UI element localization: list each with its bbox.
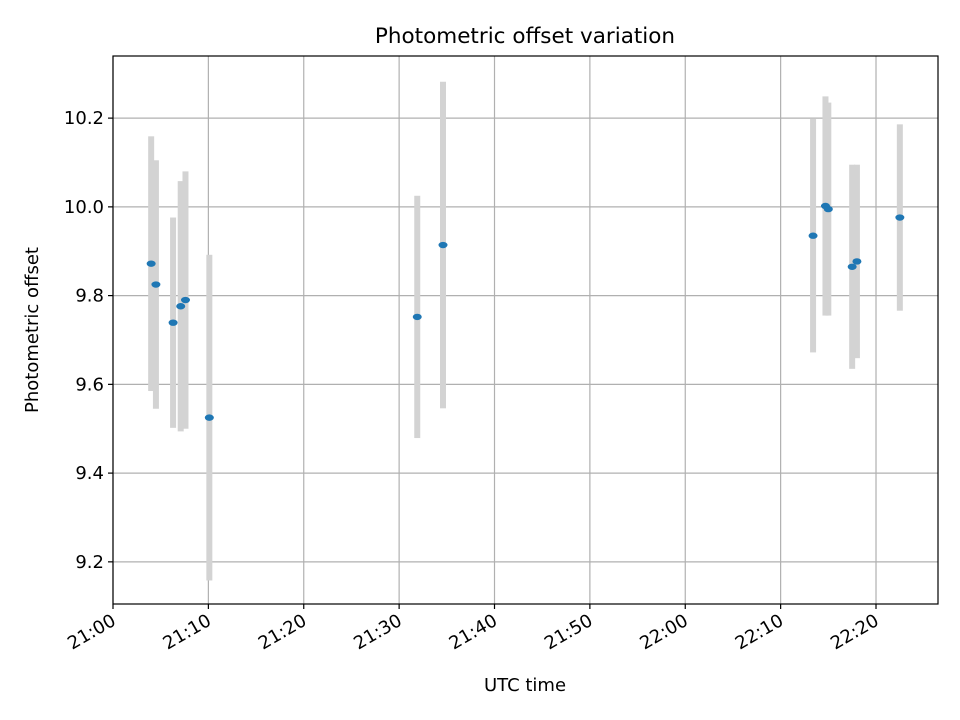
data-point: [168, 319, 178, 326]
error-bars: [148, 81, 903, 581]
x-tick-label: 21:10: [159, 610, 214, 654]
y-tick-label: 9.8: [75, 286, 104, 307]
grid: [112, 56, 938, 604]
data-point: [438, 241, 448, 249]
y-tick-label: 9.2: [75, 552, 104, 573]
data-point: [808, 232, 818, 239]
y-tick-label: 10.0: [64, 197, 104, 218]
data-point: [895, 214, 905, 221]
data-point: [146, 260, 156, 267]
x-tick-label: 21:50: [541, 610, 596, 654]
x-tick-label: 21:30: [350, 610, 405, 654]
x-tick-label: 22:10: [732, 610, 787, 654]
data-point: [412, 313, 422, 321]
data-points: [146, 202, 905, 421]
data-point: [847, 263, 857, 270]
y-tick-label: 9.4: [75, 463, 104, 484]
chart-title: Photometric offset variation: [375, 24, 675, 49]
data-point: [204, 414, 214, 421]
y-axis-label: Photometric offset: [22, 247, 43, 413]
x-axis-ticks: 21:00 21:10 21:20 21:30 21:40 21:50 22:00 22:10…: [64, 604, 883, 654]
data-point: [151, 281, 161, 288]
x-tick-label: 21:40: [446, 610, 501, 654]
data-point: [180, 296, 190, 304]
data-point: [176, 303, 186, 310]
x-tick-label: 21:00: [64, 610, 119, 654]
data-point: [852, 258, 862, 265]
x-axis-label: UTC time: [484, 675, 566, 696]
y-tick-label: 10.2: [64, 108, 104, 129]
y-tick-label: 9.6: [75, 374, 104, 395]
plot-frame: [112, 55, 939, 605]
y-axis-ticks: 9.2 9.4 9.6 9.8 10.0 10.2: [64, 108, 113, 573]
data-point: [823, 205, 833, 213]
x-tick-label: 22:00: [636, 610, 691, 654]
x-tick-label: 21:20: [255, 610, 310, 654]
x-tick-label: 22:20: [827, 610, 882, 654]
